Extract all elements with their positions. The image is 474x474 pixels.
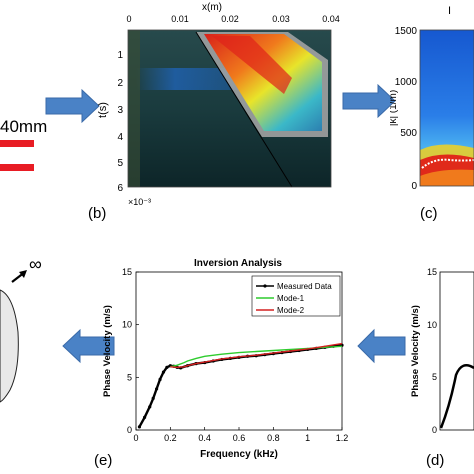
chart-x-tick: 0.6 (233, 433, 246, 443)
panel-c-ridge-line (421, 158, 474, 169)
legend-marker (263, 284, 267, 288)
panel-b-diagonal-line (195, 31, 293, 188)
chart-point-measured (151, 396, 155, 400)
chart-point-measured (142, 415, 147, 419)
chart-point-measured (161, 370, 166, 374)
panel-d-label: (d) (426, 452, 445, 469)
arrow-e-to-f (62, 328, 115, 364)
legend-label: Mode-1 (277, 294, 305, 303)
panel-b-y-label: t(s) (97, 102, 109, 118)
panel-d-y-tick: 0 (432, 425, 437, 435)
arrow-a-to-b (45, 88, 100, 124)
chart-y-tick: 10 (122, 320, 132, 330)
chart-x-tick: 1.2 (336, 433, 349, 443)
chart-point-measured (158, 377, 162, 382)
panel-b-y-tick: 3 (117, 105, 123, 116)
panel-b-label: (b) (88, 205, 107, 222)
panel-c-y-label: |k| (1/m) (390, 90, 399, 126)
panel-f-fragment: ∞ (0, 254, 42, 403)
panel-b-y-multiplier: ×10⁻³ (128, 197, 151, 207)
panel-c-y-tick: 500 (400, 128, 417, 139)
chart-y-tick: 5 (127, 372, 132, 382)
chart-x-tick: 0.4 (198, 433, 211, 443)
chart-x-tick: 1 (305, 433, 310, 443)
panel-c-wavenumber-plot: I 1500 1000 500 0 |k| (1/m) (390, 5, 474, 192)
panel-d-y-tick: 15 (427, 267, 437, 277)
panel-e-inversion-chart: Inversion Analysis 0 0.2 0.4 0.6 0.8 1 1.2 0 5 1… (102, 258, 349, 460)
chart-point-measured (148, 405, 152, 409)
panel-c-y-tick: 1500 (395, 26, 418, 37)
panel-d-y-label: Phase Velocity (m/s) (410, 305, 421, 397)
panel-a-red-bar-1 (0, 140, 34, 147)
panel-b-y-tick: 4 (117, 132, 123, 143)
panel-f-gray-shape (0, 289, 19, 403)
chart-title: Inversion Analysis (194, 258, 282, 269)
chart-x-tick: 0.2 (164, 433, 177, 443)
panel-c-title-fragment: I (448, 5, 451, 17)
panel-d-y-tick: 5 (432, 372, 437, 382)
chart-legend: Measured Data Mode-1 Mode-2 (256, 282, 332, 315)
panel-d-measured-curve (439, 363, 474, 429)
panel-e-label: (e) (94, 452, 113, 469)
panel-f-infinity: ∞ (29, 254, 42, 274)
panel-d-phase-velocity-plot: 0 5 10 15 Phase Velocity (m/s) (410, 267, 474, 435)
chart-y-label: Phase Velocity (m/s) (102, 305, 113, 397)
chart-point-measured (137, 425, 142, 429)
panel-b-x-label: x(m) (202, 2, 222, 13)
chart-y-tick: 0 (127, 425, 132, 435)
panel-b-x-tick: 0.01 (171, 14, 189, 24)
panel-b-wave-band (204, 34, 322, 131)
panel-a-red-bar-2 (0, 164, 34, 171)
chart-series-mode-2 (170, 342, 343, 369)
panel-c-y-tick: 0 (411, 181, 417, 192)
panel-d-y-tick: 10 (427, 320, 437, 330)
panel-b-x-tick: 0 (126, 14, 131, 24)
arrow-b-to-c (342, 83, 396, 119)
legend-label: Measured Data (277, 282, 332, 291)
arrow-d-to-e (357, 328, 406, 364)
panel-b-y-tick: 5 (117, 158, 123, 169)
panel-b-x-tick: 0.03 (272, 14, 290, 24)
panel-b-y-tick: 1 (117, 50, 123, 61)
panel-b-x-tick: 0.04 (322, 14, 340, 24)
panel-c-label: (c) (420, 205, 438, 222)
chart-point-measured (155, 387, 159, 391)
panel-d-plot-area (439, 271, 474, 431)
chart-y-tick: 15 (122, 267, 132, 277)
panel-c-y-tick: 1000 (395, 77, 418, 88)
panel-b-y-tick: 2 (117, 78, 123, 89)
panel-b-y-tick: 6 (117, 183, 123, 194)
chart-x-tick: 0.8 (267, 433, 280, 443)
panel-a-dimension-label: 40mm (0, 117, 48, 136)
chart-x-tick: 0 (133, 433, 138, 443)
chart-x-label: Frequency (kHz) (200, 449, 278, 460)
legend-label: Mode-2 (277, 306, 305, 315)
chart-point-measured (165, 365, 169, 369)
panel-b-x-tick: 0.02 (221, 14, 239, 24)
panel-b-spacetime-plot: 0 0.01 0.02 0.03 0.04 x(m) 1 2 3 4 5 6 t… (97, 2, 340, 207)
